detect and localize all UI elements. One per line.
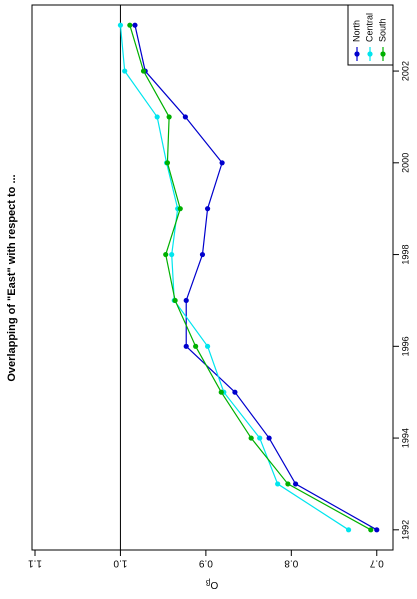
series-line (134, 25, 378, 531)
data-point (183, 297, 189, 304)
legend-marker (380, 51, 386, 57)
data-point (154, 114, 160, 120)
data-point (172, 297, 178, 304)
data-point (193, 343, 199, 349)
y-tick-label: 1.0 (113, 557, 127, 568)
legend-label: North (351, 20, 361, 42)
legend-marker (367, 51, 373, 57)
data-point (345, 527, 352, 533)
data-point (285, 481, 291, 487)
data-point (275, 481, 281, 487)
data-point (266, 435, 272, 441)
data-point (219, 160, 225, 166)
data-point (199, 251, 206, 258)
x-tick-label: 2002 (400, 61, 410, 81)
y-tick-label: 0.8 (284, 557, 298, 568)
y-tick-label: 1.1 (28, 557, 42, 568)
data-point (368, 527, 374, 533)
series-line (129, 25, 372, 531)
x-tick-label: 2000 (400, 153, 410, 173)
data-point (374, 527, 380, 533)
data-point (248, 435, 254, 441)
data-point (204, 206, 211, 212)
legend-label: Central (364, 13, 374, 42)
y-tick-label: 0.9 (198, 557, 212, 568)
y-tick-label: 0.7 (369, 557, 383, 568)
x-tick-label: 1992 (400, 520, 410, 540)
data-point (204, 343, 211, 349)
data-point (169, 251, 175, 258)
x-tick-label: 1994 (400, 428, 410, 448)
y-axis-label-sub: β (205, 578, 210, 587)
data-point (166, 114, 172, 120)
data-point (183, 343, 189, 349)
data-point (257, 435, 263, 441)
data-point (140, 68, 147, 74)
y-axis-label: Oβ (205, 578, 218, 590)
data-point (117, 22, 124, 28)
data-point (182, 114, 188, 120)
data-point (163, 251, 169, 258)
legend-marker (354, 51, 360, 57)
data-point (122, 68, 128, 74)
data-point (132, 22, 138, 28)
data-point (177, 206, 183, 212)
y-axis-label-main: O (210, 579, 218, 590)
legend-box (347, 4, 394, 66)
data-point (232, 389, 238, 395)
series-line (119, 25, 349, 531)
chart-title: Overlapping of "East" with respect to ..… (6, 174, 18, 381)
data-point (218, 389, 224, 395)
x-tick-label: 1998 (400, 245, 410, 265)
rotated-plot: Overlapping of "East" with respect to ..… (6, 4, 410, 590)
plot-box (31, 4, 394, 551)
data-point (127, 22, 133, 28)
data-point (164, 160, 171, 166)
legend-label: South (377, 18, 387, 42)
data-point (292, 481, 299, 487)
x-tick-label: 1996 (400, 336, 410, 356)
